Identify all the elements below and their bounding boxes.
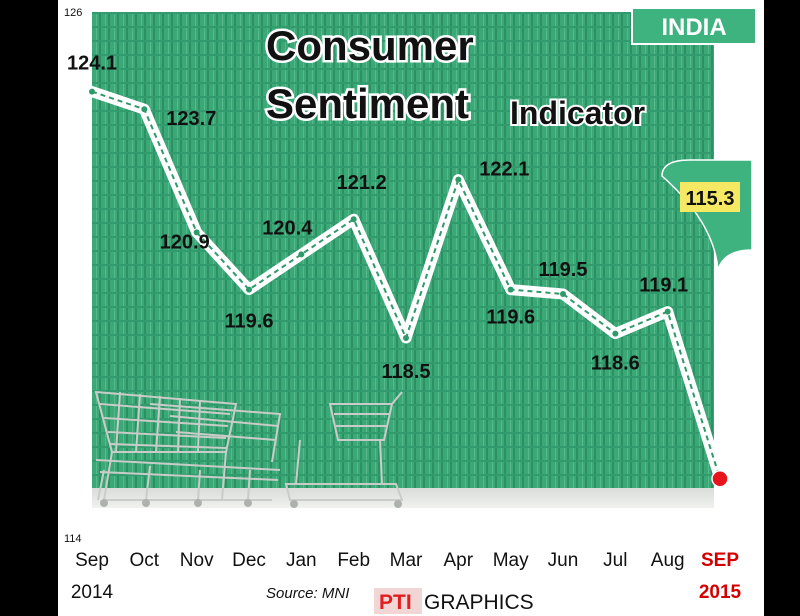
x-tick-jan: Jan: [286, 550, 317, 571]
value-label-feb: 121.2: [337, 172, 387, 194]
x-tick-oct: Oct: [130, 550, 160, 571]
data-point-nov: [193, 229, 200, 236]
data-point-sep: [89, 88, 95, 95]
year-label-2014: 2014: [71, 582, 114, 603]
value-label-jun: 119.5: [539, 259, 588, 281]
x-tick-aug: Aug: [651, 550, 685, 571]
value-label-dec: 119.6: [225, 311, 274, 333]
y-tick-top: 126: [64, 7, 82, 19]
data-point-jun: [560, 291, 566, 297]
x-tick-apr: Apr: [444, 550, 474, 571]
year-label-2015: 2015: [699, 582, 742, 603]
credit-text: GRAPHICS: [424, 591, 534, 614]
credit-logo-box: [374, 588, 422, 614]
x-axis-labels: Sep Oct Nov Dec Jan Feb Mar Apr May Jun Jul Aug SEP 2…: [71, 550, 742, 603]
value-label-mar: 118.5: [382, 361, 431, 383]
callout-highlight: [680, 182, 740, 212]
series-layer: [86, 86, 729, 488]
x-tick-sep: Sep: [75, 550, 109, 571]
data-point-aug: [664, 308, 671, 315]
value-label-sep: 124.1: [67, 53, 117, 75]
x-tick-may: May: [493, 550, 529, 571]
value-label-layer: 124.1 123.7 120.9 119.6 120.4 121.2 118.5 122.1…: [67, 53, 688, 383]
data-point-feb: [350, 216, 357, 223]
last-value-callout: 115.3: [661, 159, 753, 271]
country-tag: INDIA: [661, 14, 726, 41]
data-point-may: [507, 286, 514, 293]
data-point-dec: [246, 286, 252, 293]
data-point-oct: [141, 106, 148, 113]
cart-wheels: [100, 499, 402, 508]
floor: [92, 488, 714, 508]
data-point-mar: [403, 335, 409, 341]
value-label-oct: 123.7: [166, 108, 216, 130]
value-label-jul: 118.6: [591, 353, 640, 375]
data-point-jan: [298, 251, 305, 258]
x-tick-mar: Mar: [390, 550, 423, 571]
callout-value: 115.3: [686, 188, 735, 210]
x-tick-nov: Nov: [180, 550, 214, 571]
x-tick-jul: Jul: [603, 550, 627, 571]
value-label-nov: 120.9: [160, 231, 210, 253]
chart-title-line2: Sentiment: [266, 80, 469, 127]
shopping-carts-illustration: [94, 390, 404, 507]
value-label-jan: 120.4: [262, 217, 313, 239]
value-label-apr: 122.1: [479, 159, 529, 181]
x-tick-dec: Dec: [232, 550, 266, 571]
x-tick-sep: SEP: [701, 550, 739, 571]
chart-title-line3: Indicator: [510, 95, 645, 131]
credit: PTI GRAPHICS: [374, 588, 534, 614]
data-point-sep: [711, 470, 729, 488]
source-note: Source: MNI: [266, 585, 349, 602]
data-point-jul: [612, 330, 619, 337]
country-tag-box: [631, 7, 757, 45]
credit-logo: PTI: [379, 591, 412, 614]
value-label-aug: 119.1: [639, 275, 688, 297]
x-tick-jun: Jun: [548, 550, 579, 571]
y-tick-bottom: 114: [64, 533, 82, 545]
x-tick-feb: Feb: [337, 550, 370, 571]
data-point-apr: [455, 176, 462, 183]
chart-title-line1: Consumer: [266, 22, 474, 69]
value-label-may: 119.6: [486, 307, 535, 329]
